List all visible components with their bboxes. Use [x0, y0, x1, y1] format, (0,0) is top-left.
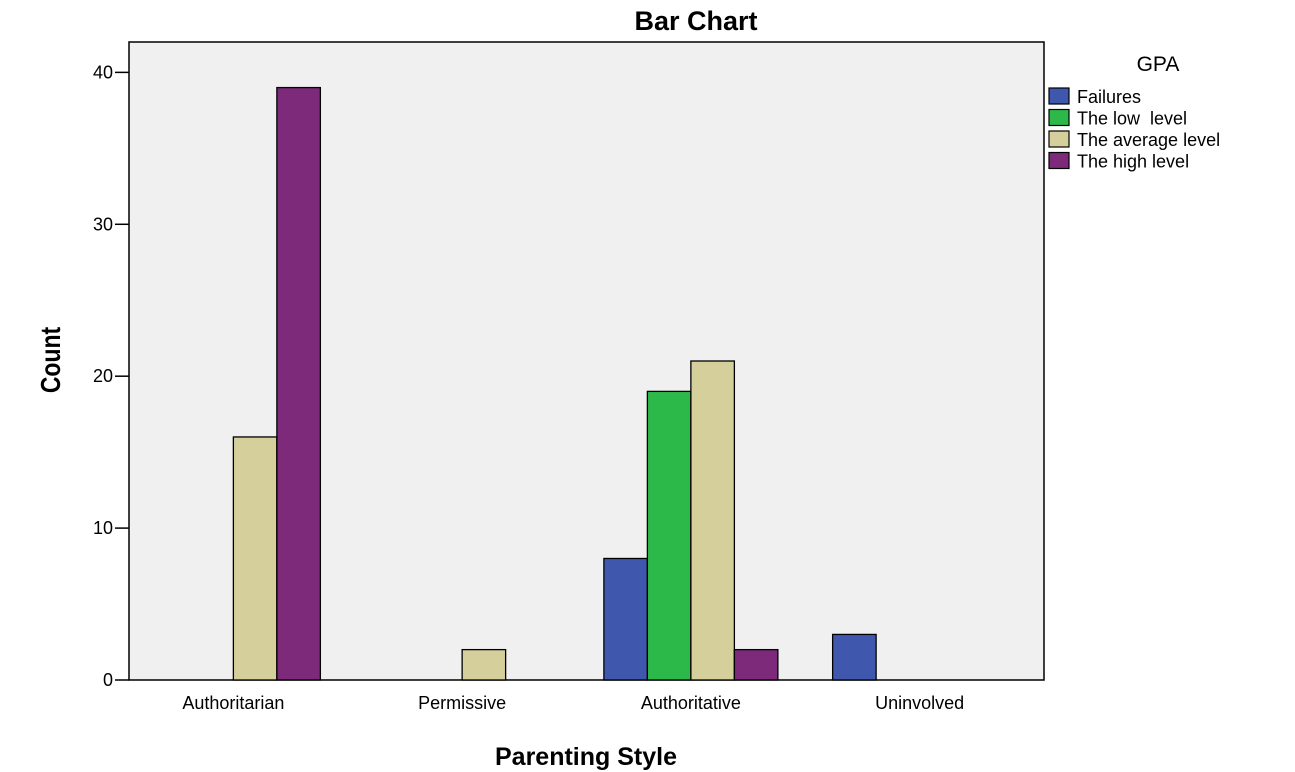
y-axis: 0 10 20 30 40 [93, 62, 129, 690]
y-tick-label: 10 [93, 518, 113, 538]
x-tick-label: Authoritative [641, 693, 741, 713]
x-tick-label: Permissive [418, 693, 506, 713]
legend-swatch [1048, 108, 1070, 127]
bar-authoritative-1 [646, 390, 692, 681]
bar-uninvolved-0 [831, 633, 877, 681]
bar-authoritarian-3 [276, 86, 322, 681]
y-tick-label: 0 [103, 670, 113, 690]
y-tick-label: 30 [93, 214, 113, 234]
x-tick-label: Uninvolved [875, 693, 964, 713]
bar-permissive-2 [461, 648, 507, 681]
legend-swatch [1048, 130, 1070, 148]
y-axis-label: Count [36, 326, 67, 393]
legend-label: The low level [1077, 109, 1187, 129]
bar-authoritative-2 [690, 360, 736, 681]
x-axis-label: Parenting Style [495, 743, 677, 771]
legend-swatch [1048, 87, 1070, 105]
x-axis: Authoritarian Permissive Authoritative Unin… [182, 693, 964, 713]
y-tick-label: 40 [93, 62, 113, 82]
legend-label: The high level [1077, 152, 1189, 172]
x-tick-label: Authoritarian [182, 693, 284, 713]
legend-title: GPA [1137, 53, 1180, 76]
bar-authoritative-3 [733, 648, 779, 681]
legend-swatch [1048, 151, 1070, 170]
bar-authoritarian-2 [232, 436, 278, 681]
legend-label: Failures [1077, 87, 1141, 107]
legend-label: The average level [1077, 130, 1220, 150]
y-tick-label: 20 [93, 366, 113, 386]
bar-authoritative-0 [603, 557, 649, 681]
bars-group [232, 86, 877, 681]
chart-title: Bar Chart [634, 6, 757, 36]
